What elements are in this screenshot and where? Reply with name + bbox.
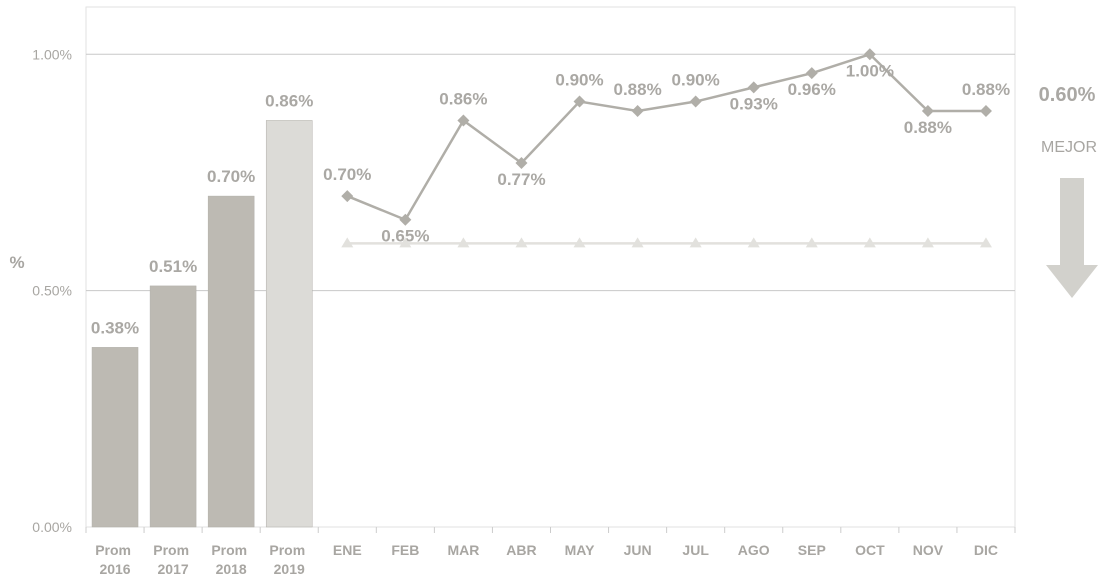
marker [631,105,644,117]
data-label: 0.70% [207,167,255,186]
x-tick-label: DIC [974,542,998,558]
data-label: 0.90% [672,71,720,90]
marker [747,237,760,248]
x-tick-label: Prom 2019 [269,542,309,577]
marker [573,95,586,108]
marker [515,157,528,169]
marker [689,237,702,248]
data-label: 0.86% [439,89,487,108]
data-label: 0.70% [323,165,371,184]
data-label: 0.77% [497,170,545,189]
data-label: 0.88% [613,80,661,99]
marker [979,237,992,248]
marker [921,237,934,248]
marker [979,105,992,117]
marker [805,237,818,248]
marker [921,105,934,117]
x-tick-label: Prom 2018 [211,542,251,577]
marker [457,114,470,127]
data-label: 0.86% [265,91,313,110]
x-tick-label: AGO [738,542,770,558]
marker [863,48,876,61]
x-tick-label: MAR [447,542,479,558]
bar [91,347,139,528]
y-axis-label: % [9,253,24,272]
y-tick-label: 1.00% [32,46,72,62]
marker [805,67,818,80]
x-tick-label: SEP [798,542,826,558]
target-label: 0.60% [1039,84,1096,106]
x-tick-label: ABR [506,542,536,558]
x-tick-label: NOV [913,542,944,558]
data-label: 0.65% [381,227,429,246]
marker [631,237,644,248]
x-tick-label: FEB [391,542,419,558]
data-label: 0.93% [730,94,778,113]
marker [689,95,702,108]
marker [399,237,412,248]
data-label: 0.51% [149,257,197,276]
x-tick-label: JUN [624,542,652,558]
down-arrow [1046,178,1098,298]
marker [457,237,470,248]
y-tick-label: 0.50% [32,283,72,299]
x-tick-label: JUL [682,542,709,558]
data-label: 1.00% [846,61,894,80]
data-label: 0.88% [904,118,952,137]
y-tick-label: 0.00% [32,519,72,535]
x-tick-label: MAY [565,542,595,558]
x-tick-label: OCT [855,542,885,558]
x-tick-label: ENE [333,542,362,558]
x-tick-label: Prom 2017 [153,542,193,577]
marker [341,237,354,248]
marker [863,237,876,248]
bar [149,285,197,528]
note: MEJOR [1041,139,1097,156]
x-tick-label: Prom 2016 [95,542,135,577]
marker [399,213,412,226]
data-label: 0.96% [788,80,836,99]
bar [207,195,255,528]
marker [515,237,528,248]
data-label: 0.88% [962,80,1010,99]
line [346,52,986,222]
marker [747,81,760,94]
marker [341,190,354,203]
bar [265,120,313,528]
data-label: 0.90% [555,71,603,90]
data-label: 0.38% [91,318,139,337]
marker [573,237,586,248]
